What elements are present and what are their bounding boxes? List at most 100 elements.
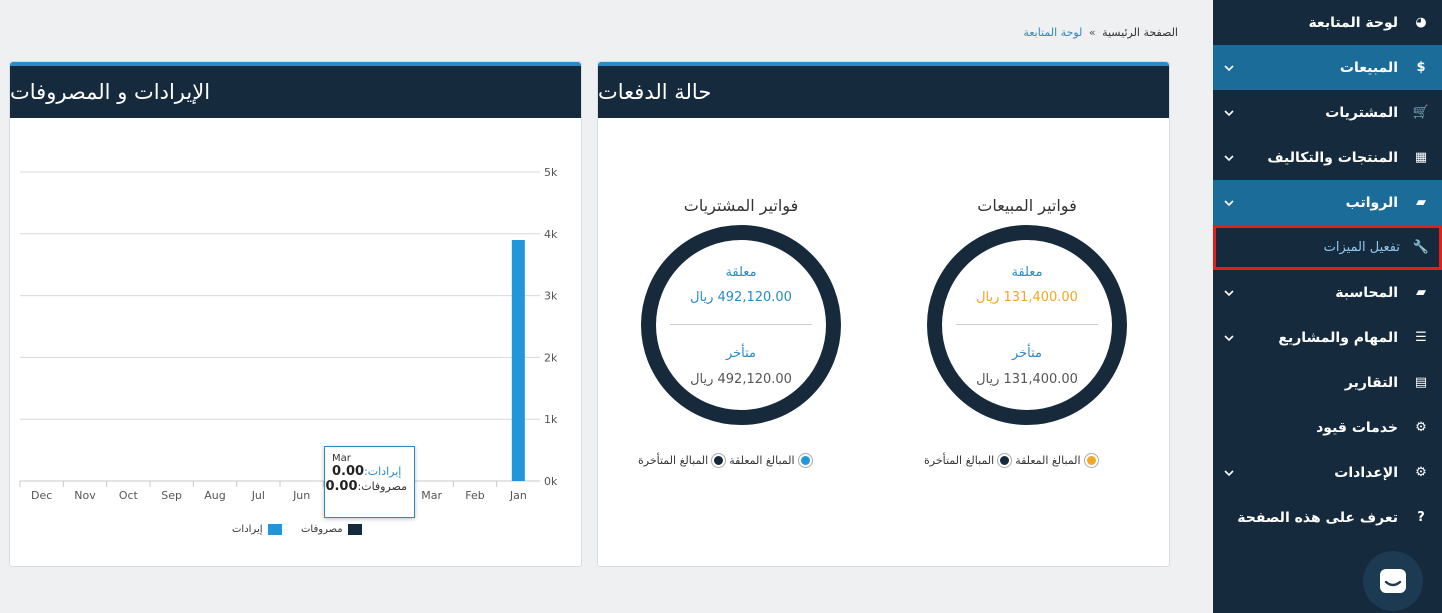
sidebar-item-label: لوحة المتابعة — [1308, 14, 1398, 31]
sales-legend-pending: المبالغ المعلقة — [1015, 454, 1081, 467]
breadcrumb-home[interactable]: الصفحة الرئيسية — [1102, 26, 1178, 39]
help-icon: ? — [1417, 510, 1425, 525]
grid-icon: ▦ — [1414, 150, 1428, 165]
sidebar-item-label: المشتريات — [1325, 104, 1398, 121]
sidebar-item-label: الإعدادات — [1334, 464, 1398, 481]
purchases-legend-pending: المبالغ المعلقة — [729, 454, 795, 467]
revenue-panel-header: الإيرادات و المصروفات — [10, 62, 581, 118]
legend-revenue-swatch — [267, 524, 282, 535]
x-tick-label: Aug — [204, 489, 225, 502]
x-tick-label: Feb — [465, 489, 484, 502]
y-tick-label: 1k — [544, 413, 558, 426]
tooltip-month: Mar — [332, 453, 351, 464]
x-tick-label: Sep — [161, 489, 182, 502]
chevron-down-icon[interactable] — [1223, 152, 1235, 164]
chevron-down-icon[interactable] — [1223, 62, 1235, 74]
purchases-legend: المبالغ المعلقة المبالغ المتأخرة — [638, 454, 812, 467]
y-tick-label: 4k — [544, 228, 558, 241]
sidebar-item-2[interactable]: 🛒 المشتريات — [1213, 90, 1442, 135]
sales-legend: المبالغ المعلقة المبالغ المتأخرة — [924, 454, 1098, 467]
dollar-icon: $ — [1416, 60, 1426, 75]
sidebar-item-label: تفعيل الميزات — [1323, 240, 1400, 255]
chevron-down-icon[interactable] — [1223, 107, 1235, 119]
sidebar-item-5[interactable]: 🔧 تفعيل الميزات — [1213, 225, 1442, 270]
document-icon: ▤ — [1414, 375, 1428, 390]
gear-icon: ⚙ — [1415, 465, 1427, 480]
chat-button[interactable] — [1363, 551, 1423, 611]
sidebar-item-label: الرواتب — [1345, 194, 1398, 211]
sidebar-item-label: المهام والمشاريع — [1278, 329, 1398, 346]
x-tick-label: Jan — [509, 489, 527, 502]
sidebar-item-11[interactable]: ? تعرف على هذه الصفحة — [1213, 495, 1442, 540]
chevron-down-icon[interactable] — [1223, 287, 1235, 299]
cart-icon: 🛒 — [1412, 105, 1430, 120]
x-tick-label: Nov — [74, 489, 96, 502]
sales-overdue-label: متأخر — [1011, 346, 1043, 361]
x-tick-label: Jul — [251, 489, 265, 502]
sidebar-item-1[interactable]: $ المبيعات — [1213, 45, 1442, 90]
sidebar-item-6[interactable]: ▰ المحاسبة — [1213, 270, 1442, 315]
sidebar-item-10[interactable]: ⚙ الإعدادات — [1213, 450, 1442, 495]
legend-overdue-dot[interactable] — [712, 454, 726, 467]
chevron-down-icon[interactable] — [1223, 197, 1235, 209]
wrench-icon: 🔧 — [1412, 240, 1430, 255]
sidebar-item-label: التقارير — [1344, 374, 1398, 391]
tooltip-expense-value: 0.00 — [325, 479, 358, 494]
purchase-invoices-block: فواتير المشتريات معلقة 492,120.00 ريال م… — [636, 196, 846, 425]
x-tick-label: Jun — [292, 489, 310, 502]
purchases-pending-label: معلقة — [725, 265, 757, 280]
list-icon: ☰ — [1415, 330, 1427, 345]
sidebar-item-label: المنتجات والتكاليف — [1267, 149, 1398, 166]
tooltip-revenue-label: إيرادات: — [364, 465, 402, 478]
sales-invoices-title: فواتير المبيعات — [977, 196, 1077, 215]
x-tick-label: Dec — [31, 489, 52, 502]
sidebar-item-label: تعرف على هذه الصفحة — [1237, 509, 1398, 526]
purchases-overdue-amount: 492,120.00 ريال — [690, 372, 792, 387]
tooltip-revenue-row: إيرادات:0.00 — [332, 464, 407, 479]
legend-pending-dot[interactable] — [798, 454, 812, 467]
x-tick-label: Oct — [119, 489, 139, 502]
sidebar-item-label: المحاسبة — [1335, 284, 1398, 301]
legend-revenue[interactable]: إيرادات — [232, 524, 282, 535]
breadcrumb-current[interactable]: لوحة المتابعة — [1023, 26, 1083, 39]
sidebar-item-7[interactable]: ☰ المهام والمشاريع — [1213, 315, 1442, 360]
chevron-down-icon[interactable] — [1223, 467, 1235, 479]
chevron-down-icon[interactable] — [1223, 332, 1235, 344]
purchases-legend-overdue: المبالغ المتأخرة — [638, 454, 709, 467]
legend-expenses[interactable]: مصروفات — [301, 524, 362, 535]
sidebar: ◕ لوحة المتابعة $ المبيعات 🛒 المشتريات ▦ المنتج… — [1213, 0, 1442, 613]
folder-icon: ▰ — [1416, 285, 1426, 300]
bar-revenue[interactable] — [511, 239, 525, 481]
legend-overdue-dot[interactable] — [998, 454, 1012, 467]
revenue-panel-title: الإيرادات و المصروفات — [10, 80, 211, 104]
folder-open-icon: ▰ — [1416, 195, 1426, 210]
sales-invoices-block: فواتير المبيعات معلقة 131,400.00 ريال مت… — [922, 196, 1132, 425]
tooltip-expense-label: مصروفات: — [357, 480, 407, 493]
purchases-divider — [670, 324, 812, 325]
sidebar-item-label: المبيعات — [1339, 59, 1398, 76]
purchases-overdue-label: متأخر — [725, 346, 757, 361]
tooltip-expense-row: مصروفات:0.00 — [325, 479, 407, 494]
chart-tooltip: Mar إيرادات:0.00 مصروفات:0.00 — [324, 446, 415, 518]
sales-donut-chart[interactable]: معلقة 131,400.00 ريال متأخر 131,400.00 ر… — [927, 225, 1127, 425]
sidebar-item-9[interactable]: ⚙ خدمات قيود — [1213, 405, 1442, 450]
sidebar-item-8[interactable]: ▤ التقارير — [1213, 360, 1442, 405]
x-tick-label: Mar — [421, 489, 442, 502]
y-tick-label: 3k — [544, 290, 558, 303]
sales-overdue-amount: 131,400.00 ريال — [976, 372, 1078, 387]
sales-legend-overdue: المبالغ المتأخرة — [924, 454, 995, 467]
purchases-donut-chart[interactable]: معلقة 492,120.00 ريال متأخر 492,120.00 ر… — [641, 225, 841, 425]
tooltip-revenue-value: 0.00 — [332, 464, 365, 479]
sales-pending-amount: 131,400.00 ريال — [976, 290, 1078, 305]
sidebar-item-0[interactable]: ◕ لوحة المتابعة — [1213, 0, 1442, 45]
sidebar-nav: ◕ لوحة المتابعة $ المبيعات 🛒 المشتريات ▦ المنتج… — [1213, 0, 1442, 540]
revenue-expenses-chart: 0k1k2k3k4k5kDecNovOctSepAugJulJunMayAprM… — [19, 166, 558, 502]
sidebar-item-4[interactable]: ▰ الرواتب — [1213, 180, 1442, 225]
payments-status-panel: حالة الدفعات فواتير المبيعات معلقة 131,4… — [597, 61, 1170, 567]
y-tick-label: 0k — [544, 475, 558, 488]
breadcrumb-separator: » — [1088, 26, 1096, 39]
legend-expenses-swatch — [347, 524, 362, 535]
purchases-pending-amount: 492,120.00 ريال — [690, 290, 792, 305]
sidebar-item-3[interactable]: ▦ المنتجات والتكاليف — [1213, 135, 1442, 180]
legend-pending-dot[interactable] — [1084, 454, 1098, 467]
